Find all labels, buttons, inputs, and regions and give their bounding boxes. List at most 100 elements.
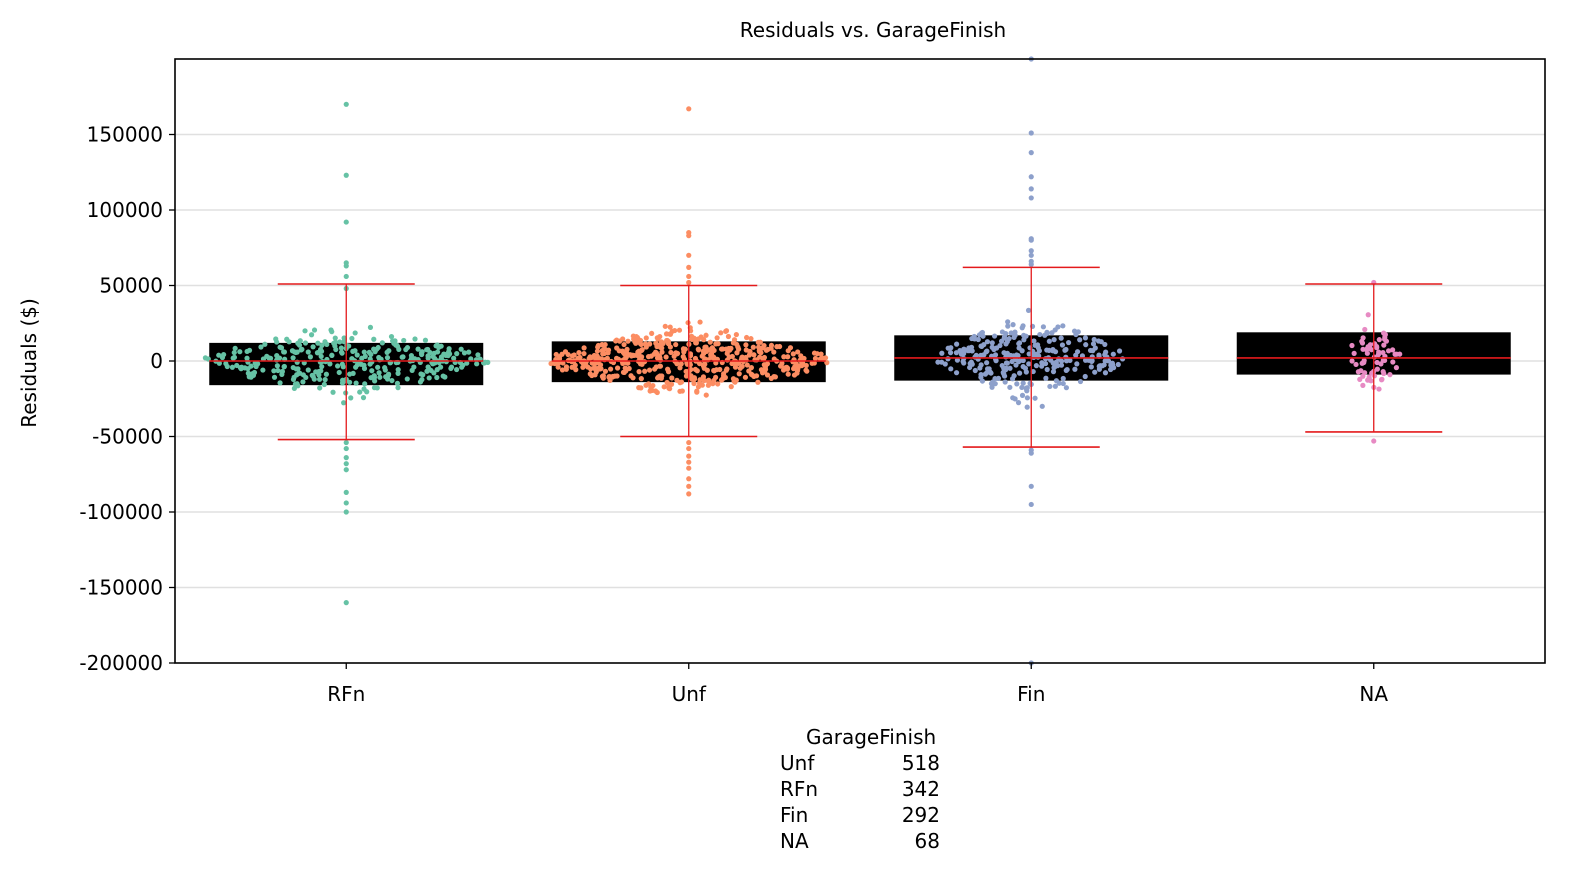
swarm-point bbox=[315, 340, 321, 346]
swarm-point bbox=[300, 372, 306, 378]
swarm-point bbox=[715, 341, 721, 347]
swarm-point bbox=[1062, 347, 1068, 353]
count-label: Unf bbox=[780, 751, 815, 775]
swarm-point bbox=[651, 351, 657, 357]
swarm-point bbox=[984, 339, 991, 345]
swarm-point bbox=[323, 371, 329, 377]
swarm-point bbox=[703, 392, 709, 398]
swarm-point bbox=[244, 355, 250, 361]
swarm-point bbox=[972, 367, 978, 374]
swarm-point bbox=[673, 341, 679, 348]
swarm-point bbox=[1039, 403, 1045, 409]
swarm-point bbox=[344, 342, 350, 349]
swarm-point bbox=[458, 346, 464, 352]
swarm-point bbox=[1008, 352, 1014, 359]
swarm-point bbox=[692, 366, 698, 372]
y-axis-label: Residuals ($) bbox=[17, 298, 41, 428]
swarm-point bbox=[271, 368, 277, 374]
swarm-point bbox=[1360, 335, 1366, 341]
swarm-point bbox=[1082, 373, 1088, 380]
swarm-point bbox=[1009, 358, 1015, 365]
swarm-point bbox=[1079, 353, 1086, 359]
swarm-point bbox=[1083, 342, 1089, 348]
swarm-point bbox=[295, 366, 301, 372]
swarm-point bbox=[330, 389, 336, 395]
swarm-point bbox=[292, 381, 298, 387]
swarm-point bbox=[1050, 360, 1056, 366]
swarm-point bbox=[1110, 351, 1116, 357]
swarm-point bbox=[319, 363, 325, 370]
swarm-point bbox=[245, 370, 251, 376]
swarm-point bbox=[1374, 345, 1380, 351]
swarm-point bbox=[1007, 384, 1013, 390]
swarm-point bbox=[625, 360, 631, 366]
swarm-point bbox=[1387, 372, 1393, 378]
swarm-point bbox=[329, 352, 335, 358]
swarm-point bbox=[588, 355, 594, 361]
outlier-point bbox=[686, 264, 692, 270]
swarm-point bbox=[625, 338, 631, 344]
swarm-point bbox=[991, 333, 998, 339]
swarm-point bbox=[404, 376, 410, 382]
swarm-point bbox=[688, 366, 694, 373]
swarm-point bbox=[341, 400, 347, 406]
swarm-point bbox=[685, 320, 691, 326]
swarm-point bbox=[593, 369, 599, 375]
swarm-point bbox=[271, 374, 278, 380]
swarm-point bbox=[765, 346, 771, 352]
swarm-point bbox=[1025, 307, 1032, 313]
swarm-point bbox=[969, 361, 975, 367]
outlier-point bbox=[1028, 261, 1034, 267]
swarm-point bbox=[446, 346, 452, 352]
swarm-point bbox=[338, 345, 344, 351]
swarm-point bbox=[322, 377, 328, 383]
swarm-point bbox=[723, 328, 730, 334]
swarm-point bbox=[646, 367, 653, 373]
swarm-point bbox=[620, 360, 626, 366]
swarm-point bbox=[601, 346, 608, 352]
swarm-point bbox=[657, 363, 663, 369]
swarm-point bbox=[1060, 375, 1066, 382]
swarm-point bbox=[1033, 363, 1039, 369]
swarm-point bbox=[667, 386, 673, 392]
swarm-point bbox=[604, 355, 610, 361]
swarm-point bbox=[1376, 386, 1382, 392]
swarm-point bbox=[559, 367, 566, 373]
swarm-point bbox=[1042, 332, 1048, 338]
counts-table-header: GarageFinish bbox=[806, 725, 937, 749]
swarm-point bbox=[1016, 359, 1022, 365]
swarm-point bbox=[791, 372, 798, 378]
outlier-point bbox=[686, 491, 692, 497]
swarm-point bbox=[630, 375, 636, 381]
swarm-point bbox=[400, 354, 406, 360]
swarm-point bbox=[798, 353, 804, 359]
swarm-point bbox=[1001, 350, 1007, 356]
swarm-point bbox=[451, 355, 457, 361]
swarm-point bbox=[377, 374, 383, 380]
swarm-point bbox=[1385, 348, 1392, 354]
swarm-point bbox=[948, 366, 954, 372]
swarm-point bbox=[1075, 329, 1081, 335]
swarm-point bbox=[1039, 363, 1045, 369]
swarm-point bbox=[784, 364, 790, 371]
swarm-point bbox=[723, 346, 729, 352]
swarm-point bbox=[680, 354, 686, 360]
swarm-point bbox=[576, 350, 582, 356]
swarm-point bbox=[1095, 338, 1102, 344]
swarm-point bbox=[361, 349, 367, 355]
outlier-point bbox=[1028, 252, 1034, 258]
counts-table-row: NA 68 bbox=[770, 828, 970, 854]
swarm-point bbox=[1058, 358, 1065, 364]
swarm-point bbox=[703, 332, 709, 338]
swarm-point bbox=[790, 351, 796, 357]
swarm-point bbox=[1047, 383, 1053, 390]
swarm-point bbox=[1031, 351, 1037, 357]
swarm-point bbox=[361, 362, 367, 368]
outlier-point bbox=[686, 445, 692, 452]
swarm-point bbox=[680, 346, 687, 352]
swarm-point bbox=[327, 361, 333, 367]
swarm-point bbox=[760, 345, 766, 351]
swarm-point bbox=[418, 371, 424, 377]
swarm-point bbox=[669, 375, 675, 381]
swarm-point bbox=[305, 367, 311, 373]
